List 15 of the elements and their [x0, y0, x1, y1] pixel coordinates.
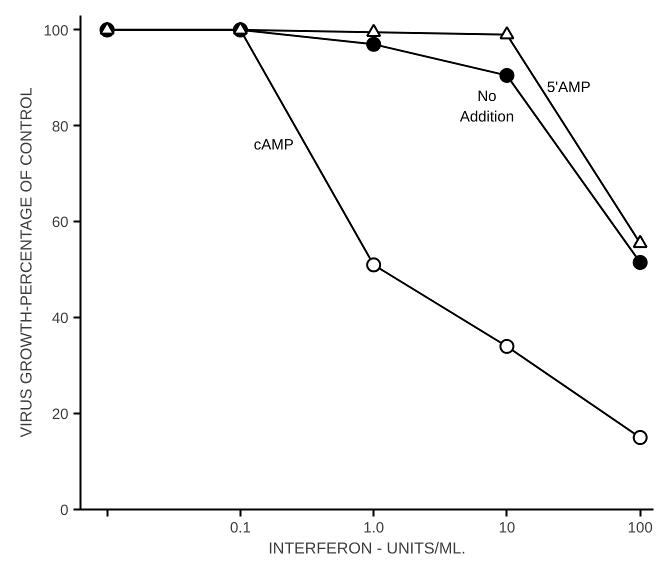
series-label: 5'AMP: [546, 78, 591, 96]
x-tick-label: 100: [628, 520, 653, 536]
x-tick-label: 10: [498, 520, 516, 536]
series-label: No Addition: [460, 88, 514, 126]
x-tick-label: 1.0: [363, 520, 384, 536]
y-tick-label: 100: [43, 22, 69, 40]
series-label: cAMP: [254, 136, 294, 154]
y-tick-label: 0: [60, 502, 68, 519]
y-tick-label: 40: [52, 310, 69, 328]
x-tick-label: 0.1: [230, 520, 251, 536]
y-tick-label: 60: [52, 214, 69, 232]
y-tick-label: 20: [52, 406, 69, 424]
y-tick-label: 80: [52, 118, 69, 136]
x-axis-title: INTERFERON - UNITS/ML.: [268, 540, 466, 558]
y-axis-title: VIRUS GROWTH-PERCENTAGE OF CONTROL: [18, 87, 36, 438]
